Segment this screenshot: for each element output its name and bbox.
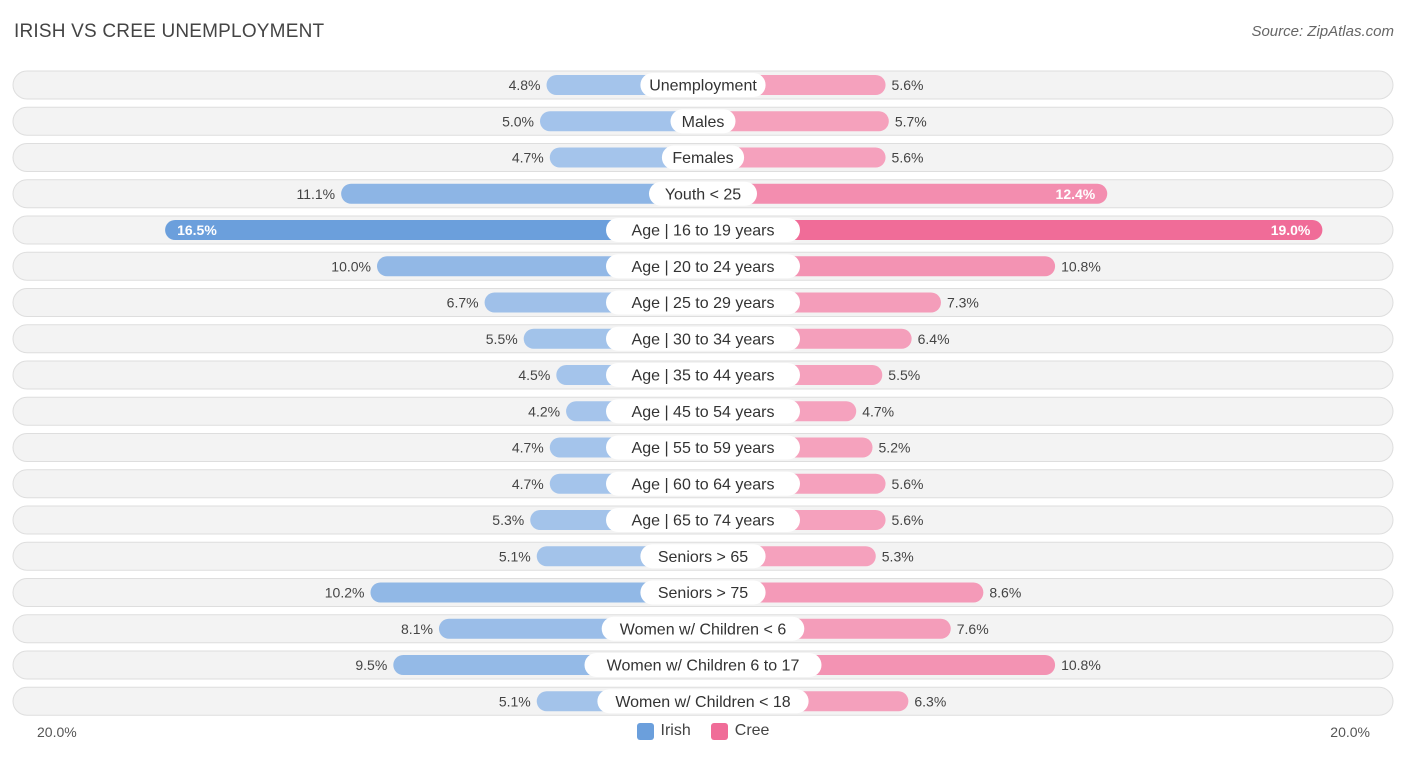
category-label: Age | 35 to 44 years [632, 368, 775, 385]
value-label-cree: 5.6% [892, 512, 924, 528]
category-label: Age | 25 to 29 years [632, 295, 775, 312]
category-pill [640, 580, 766, 605]
legend-item-irish[interactable]: Irish [636, 722, 691, 740]
value-label-cree: 6.4% [918, 331, 950, 347]
value-label-irish: 4.2% [528, 403, 560, 419]
category-pill [661, 145, 745, 170]
value-label-irish: 4.8% [509, 77, 541, 93]
axis-right-label: 20.0% [1330, 724, 1370, 740]
legend-label-irish: Irish [660, 722, 691, 739]
value-label-irish: 5.0% [502, 113, 534, 129]
category-pill [606, 508, 800, 532]
category-pill [606, 435, 800, 460]
value-label-irish: 6.7% [447, 295, 479, 311]
bar-cree [703, 582, 984, 603]
category-label: Unemployment [649, 78, 757, 95]
category-label: Age | 16 to 19 years [632, 223, 775, 240]
category-pill [640, 544, 766, 569]
value-label-cree: 5.6% [892, 476, 924, 492]
bar-cree [703, 183, 1108, 204]
category-label: Seniors > 65 [658, 549, 748, 566]
category-pill [606, 471, 800, 496]
value-label-cree: 5.3% [882, 548, 914, 564]
value-label-cree: 12.4% [1056, 186, 1096, 202]
category-label: Males [682, 114, 725, 131]
category-pill [601, 616, 805, 641]
legend-item-cree[interactable]: Cree [710, 722, 770, 740]
category-pill [606, 326, 800, 351]
value-label-cree: 5.7% [895, 113, 927, 129]
value-label-irish: 10.2% [325, 585, 365, 601]
chart-title: IRISH VS CREE UNEMPLOYMENT [14, 21, 325, 42]
bar-irish [165, 220, 704, 240]
category-label: Age | 65 to 74 years [632, 513, 775, 530]
category-label: Age | 55 to 59 years [632, 440, 775, 457]
axis-left-label: 20.0% [37, 724, 77, 740]
value-label-irish: 8.1% [401, 621, 433, 637]
category-pill [606, 290, 800, 315]
bar-irish [341, 183, 703, 204]
value-label-cree: 5.6% [892, 77, 924, 93]
category-pill [584, 653, 822, 677]
category-pill [597, 689, 809, 714]
bar-cree [703, 220, 1323, 240]
legend: Irish Cree [0, 722, 1406, 740]
legend-swatch-irish [636, 722, 654, 740]
value-label-irish: 5.1% [499, 548, 531, 564]
value-label-cree: 5.5% [888, 367, 920, 383]
category-label: Women w/ Children < 6 [620, 621, 787, 638]
category-pill [606, 399, 800, 424]
value-label-cree: 10.8% [1061, 258, 1101, 274]
category-label: Age | 20 to 24 years [632, 259, 775, 276]
value-label-irish: 11.1% [296, 186, 335, 202]
value-label-irish: 4.7% [512, 150, 544, 166]
value-label-irish: 4.7% [512, 476, 544, 492]
category-label: Women w/ Children < 18 [615, 694, 790, 711]
category-label: Seniors > 75 [658, 585, 748, 602]
value-label-irish: 4.7% [512, 440, 544, 456]
category-pill [649, 181, 757, 206]
value-label-irish: 10.0% [331, 258, 371, 274]
category-pill [606, 254, 800, 279]
bar-cree [703, 111, 889, 132]
category-label: Women w/ Children 6 to 17 [607, 658, 800, 675]
value-label-irish: 5.1% [499, 693, 531, 709]
value-label-cree: 4.7% [862, 403, 894, 419]
value-label-cree: 8.6% [989, 585, 1021, 601]
category-pill [640, 73, 766, 97]
category-label: Age | 60 to 64 years [632, 476, 775, 493]
legend-swatch-cree [710, 722, 728, 740]
value-label-cree: 6.3% [914, 693, 946, 709]
category-pill [606, 218, 800, 242]
value-label-cree: 5.2% [879, 440, 911, 456]
value-label-cree: 19.0% [1271, 222, 1311, 238]
category-label: Youth < 25 [665, 186, 741, 203]
source-label: Source: ZipAtlas.com [1251, 23, 1394, 40]
value-label-cree: 7.3% [947, 295, 979, 311]
category-label: Age | 30 to 34 years [632, 331, 775, 348]
category-pill [606, 363, 800, 387]
category-label: Age | 45 to 54 years [632, 404, 775, 421]
legend-label-cree: Cree [734, 722, 770, 739]
bar-cree [703, 147, 886, 168]
bar-irish [540, 111, 703, 132]
value-label-irish: 4.5% [518, 367, 550, 383]
value-label-irish: 5.3% [492, 512, 524, 528]
value-label-cree: 10.8% [1061, 657, 1101, 673]
value-label-cree: 5.6% [892, 150, 924, 166]
value-label-irish: 9.5% [355, 657, 387, 673]
category-pill [670, 109, 736, 134]
bar-irish [370, 582, 703, 603]
category-label: Females [672, 150, 733, 167]
value-label-irish: 16.5% [177, 222, 217, 238]
value-label-cree: 7.6% [957, 621, 989, 637]
value-label-irish: 5.5% [486, 331, 518, 347]
